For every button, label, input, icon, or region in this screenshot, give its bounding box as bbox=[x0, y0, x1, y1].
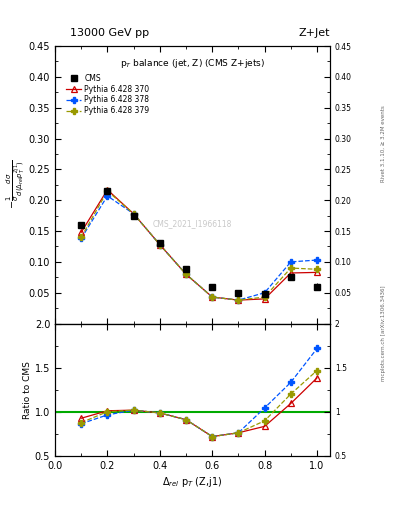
Text: Rivet 3.1.10, ≥ 3.2M events: Rivet 3.1.10, ≥ 3.2M events bbox=[381, 105, 386, 182]
Text: CMS_2021_I1966118: CMS_2021_I1966118 bbox=[153, 219, 232, 228]
Y-axis label: $-\frac{1}{\sigma}\frac{d\sigma}{d(\Delta_{rel}p_T^{Zj1})}$: $-\frac{1}{\sigma}\frac{d\sigma}{d(\Delt… bbox=[5, 160, 27, 209]
Legend: CMS, Pythia 6.428 370, Pythia 6.428 378, Pythia 6.428 379: CMS, Pythia 6.428 370, Pythia 6.428 378,… bbox=[64, 72, 151, 117]
Text: Z+Jet: Z+Jet bbox=[299, 28, 330, 38]
Text: mcplots.cern.ch [arXiv:1306.3436]: mcplots.cern.ch [arXiv:1306.3436] bbox=[381, 285, 386, 380]
Y-axis label: Ratio to CMS: Ratio to CMS bbox=[23, 360, 32, 418]
X-axis label: $\Delta_{rel}$ p$_T$ (Z,j1): $\Delta_{rel}$ p$_T$ (Z,j1) bbox=[162, 475, 223, 489]
Text: p$_T$ balance (jet, Z) (CMS Z+jets): p$_T$ balance (jet, Z) (CMS Z+jets) bbox=[120, 57, 265, 70]
Text: 13000 GeV pp: 13000 GeV pp bbox=[70, 28, 150, 38]
